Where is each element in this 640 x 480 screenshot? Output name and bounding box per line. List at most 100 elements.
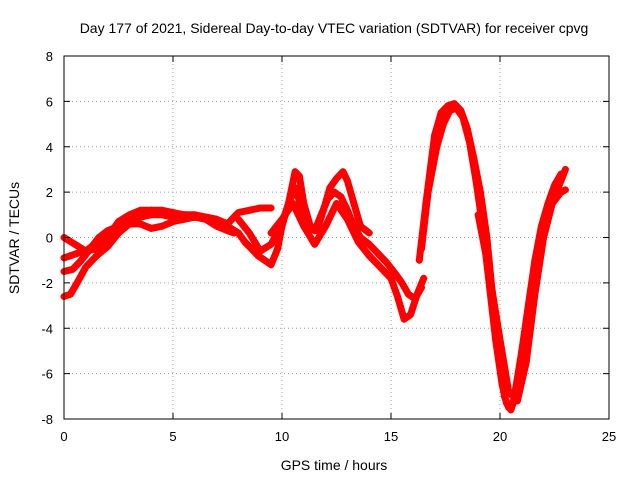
data-point — [125, 220, 133, 228]
data-point — [365, 240, 373, 248]
y-tick-label: -8 — [41, 412, 53, 427]
data-point — [69, 265, 77, 273]
data-point — [407, 311, 415, 319]
data-point — [261, 256, 269, 264]
data-point — [337, 193, 345, 201]
data-point — [300, 222, 308, 230]
data-point — [465, 138, 473, 146]
data-point — [234, 229, 242, 237]
data-point — [245, 206, 253, 214]
data-point — [540, 234, 548, 241]
grid — [64, 56, 609, 419]
data-point — [513, 397, 521, 405]
data-point — [548, 199, 556, 207]
data-point — [446, 106, 454, 114]
data-point — [93, 245, 101, 253]
data-point — [125, 211, 133, 219]
data-point — [241, 238, 249, 246]
data-point — [394, 292, 402, 300]
data-point — [147, 206, 155, 214]
data-point — [391, 270, 399, 278]
data-point — [67, 252, 75, 260]
data-point — [267, 261, 275, 269]
data-point — [531, 290, 539, 298]
data-point — [289, 199, 297, 207]
data-point — [474, 211, 482, 219]
data-point — [356, 222, 364, 230]
y-tick-label: 6 — [46, 94, 53, 109]
y-axis-label: SDTVAR / TECUs — [6, 182, 22, 294]
axis-ticks: 0 5 10 15 20 25 -8 -6 -4 -2 0 2 4 6 8 — [41, 49, 616, 444]
data-point — [274, 245, 282, 253]
data-point — [339, 168, 347, 176]
series-track-9 — [418, 104, 569, 414]
data-point — [224, 222, 231, 230]
data-point — [247, 245, 255, 253]
data-point — [418, 245, 426, 253]
data-point — [333, 199, 340, 207]
y-tick-label: 8 — [46, 49, 53, 64]
x-tick-label: 20 — [493, 429, 507, 444]
data-point — [311, 240, 319, 248]
data-point — [374, 249, 382, 257]
data-point — [365, 252, 373, 260]
x-axis-label: GPS time / hours — [281, 457, 388, 473]
data-point — [505, 388, 513, 396]
data-point — [433, 143, 441, 151]
data-point — [561, 186, 569, 194]
data-point — [485, 268, 493, 276]
data-point — [496, 336, 504, 344]
data-point — [420, 274, 428, 282]
data-point — [77, 256, 85, 264]
data-point — [104, 234, 112, 241]
data-point — [459, 113, 467, 121]
data-point — [245, 229, 253, 237]
data-point — [73, 279, 81, 287]
data-point — [67, 290, 75, 298]
data-point — [557, 188, 565, 196]
data-point — [291, 168, 299, 176]
data-point — [404, 290, 412, 298]
data-point — [472, 177, 480, 185]
data-point — [522, 358, 530, 366]
data-point — [82, 247, 90, 255]
data-point — [136, 206, 144, 214]
x-tick-label: 10 — [275, 429, 289, 444]
y-tick-label: 4 — [46, 140, 53, 155]
data-point — [557, 177, 565, 185]
data-point — [326, 184, 334, 192]
data-point — [354, 238, 362, 246]
data-point — [376, 263, 384, 271]
series-line — [474, 186, 569, 405]
data-point — [115, 218, 122, 226]
data-point — [439, 120, 447, 128]
data-point — [93, 252, 101, 260]
y-tick-label: -6 — [41, 367, 53, 382]
series-track-7 — [267, 199, 428, 323]
data-point — [104, 243, 112, 251]
y-tick-label: 2 — [46, 185, 53, 200]
data-point — [71, 240, 79, 248]
data-point — [413, 290, 421, 298]
data-point — [278, 215, 286, 223]
data-point — [291, 184, 299, 192]
data-point — [180, 211, 188, 219]
data-point — [311, 227, 319, 235]
data-point — [383, 258, 391, 266]
data-point — [256, 247, 264, 255]
x-tick-label: 5 — [169, 429, 176, 444]
data-point — [213, 222, 221, 230]
data-point — [191, 213, 199, 221]
data-point — [115, 229, 122, 237]
data-point — [82, 263, 90, 271]
data-point — [387, 274, 395, 282]
y-tick-label: -4 — [41, 321, 53, 336]
data-point — [136, 220, 144, 228]
x-tick-label: 0 — [60, 429, 67, 444]
data-point — [298, 204, 306, 212]
data-point — [147, 224, 155, 232]
data-point — [202, 213, 210, 221]
x-tick-label: 15 — [384, 429, 398, 444]
data-series-group — [60, 100, 569, 414]
